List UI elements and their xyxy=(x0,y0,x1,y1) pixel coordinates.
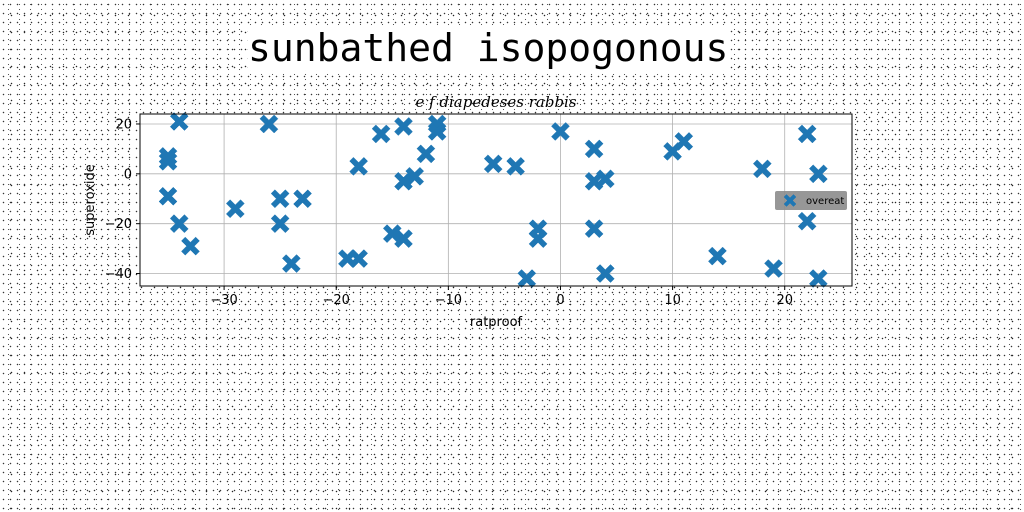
data-point xyxy=(181,236,200,256)
data-points xyxy=(158,112,828,288)
data-point xyxy=(282,254,301,273)
data-point xyxy=(394,229,413,248)
grid xyxy=(140,114,852,286)
x-axis-label: ratproof xyxy=(470,315,523,330)
x-tick-label: 20 xyxy=(776,293,793,308)
data-point xyxy=(506,156,525,176)
data-point xyxy=(797,211,817,231)
x-tick-label: 10 xyxy=(664,293,681,308)
data-point xyxy=(528,229,548,248)
data-point xyxy=(405,166,425,186)
data-point xyxy=(517,269,537,288)
y-axis-label: superoxide xyxy=(83,164,98,235)
data-point xyxy=(270,189,290,209)
data-point xyxy=(483,154,503,174)
legend-marker xyxy=(783,194,797,207)
legend-label: overeat xyxy=(806,196,844,207)
data-point xyxy=(595,264,615,283)
page-title: sunbathed isopogonous xyxy=(248,26,729,70)
data-point xyxy=(349,249,369,268)
legend-marker-icon xyxy=(783,194,797,207)
x-tick-label: −20 xyxy=(323,293,350,308)
data-point xyxy=(427,122,447,141)
data-point xyxy=(584,139,604,159)
y-tick-label: 0 xyxy=(124,167,132,182)
axis-ticks: −30 −20 −10 0 10 20 −40 −20 0 20 xyxy=(105,117,793,308)
data-point xyxy=(752,159,772,179)
data-point xyxy=(169,214,189,234)
data-point xyxy=(764,259,783,278)
data-point xyxy=(416,144,436,164)
data-point xyxy=(293,189,312,209)
data-point xyxy=(797,124,817,144)
plot-area xyxy=(140,114,852,286)
data-point xyxy=(674,132,694,151)
x-tick-label: −30 xyxy=(210,293,237,308)
data-point xyxy=(158,152,178,171)
legend: overeat xyxy=(775,191,847,210)
y-tick-label: −40 xyxy=(105,267,132,282)
data-point xyxy=(551,122,570,141)
chart-title: e f diapedeses rabbis xyxy=(415,93,576,111)
data-point xyxy=(371,124,391,144)
data-point xyxy=(158,186,178,206)
data-point xyxy=(809,269,828,288)
y-tick-label: 20 xyxy=(115,117,132,132)
x-tick-label: 0 xyxy=(556,293,564,308)
data-point xyxy=(259,114,279,134)
data-point xyxy=(584,219,604,239)
data-point xyxy=(270,214,290,234)
data-point xyxy=(809,164,828,184)
data-point xyxy=(595,169,615,189)
plot-frame xyxy=(139,113,853,287)
data-point xyxy=(708,246,727,266)
y-tick-label: −20 xyxy=(105,217,132,232)
data-point xyxy=(169,112,189,131)
x-tick-label: −10 xyxy=(435,293,462,308)
data-point xyxy=(349,156,369,176)
data-point xyxy=(394,117,413,136)
data-point xyxy=(225,199,245,219)
